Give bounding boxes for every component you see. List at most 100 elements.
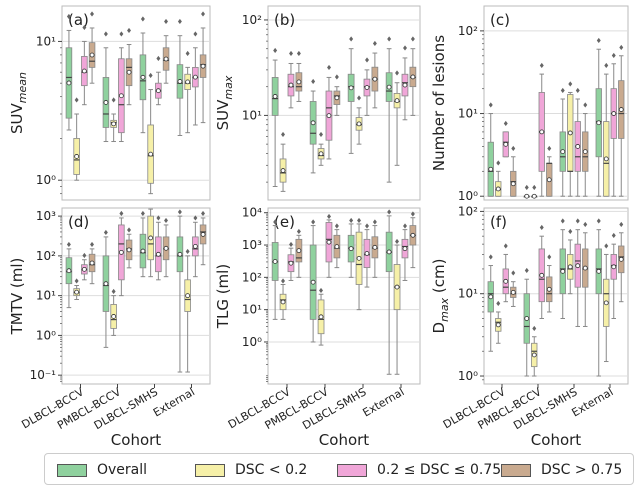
category-pmbcl-bccv: ♦ ♦ ♦ ♦ [523,224,553,377]
x-tick-label: External [151,385,197,419]
legend-label-dsc-low: DSC < 0.2 [235,462,308,478]
mean-marker [402,246,408,252]
box-dsc-0-2 [147,208,154,278]
outlier-marker: ♦ [163,217,169,225]
y-axis-label: Number of lesions [430,35,448,171]
outlier-marker: ♦ [177,208,183,216]
x-tick-label: External [360,385,406,419]
mean-marker [81,266,87,272]
mean-marker [356,255,362,261]
mean-marker [272,259,278,264]
outlier-marker: ♦ [288,50,294,58]
mean-marker [524,316,530,321]
mean-marker [118,93,124,99]
mean-marker [155,88,161,94]
mean-marker [111,314,117,319]
outlier-marker: ♦ [126,27,132,35]
mean-marker [334,95,340,101]
outlier-marker: ♦ [318,131,324,139]
box-dsc-0-75: ♦ [333,222,341,269]
x-tick-label: External [569,385,615,419]
box-dsc-0-2: ♦ [110,288,117,336]
outlier-marker: ♦ [111,97,117,105]
outlier-marker: ♦ [334,73,340,81]
mean-marker [364,85,370,90]
outlier-marker: ♦ [546,254,552,262]
category-dlbcl-bccv: ♦♦♦♦ [271,47,303,192]
mean-marker [356,121,362,127]
box-dsc-0-2: ♦ [355,217,363,311]
panel-label: (c) [490,11,510,29]
outlier-marker: ♦ [567,80,573,88]
mean-marker [539,129,545,135]
legend-label-dsc-high: DSC > 0.75 [541,462,623,478]
box-0-2-dsc-0-75: ♦ [81,252,88,281]
y-tick-label: 10¹ [36,34,56,48]
outlier-marker: ♦ [296,228,302,236]
mean-marker [546,286,552,292]
mean-marker [318,151,324,157]
box-dsc-0-2: ♦ [73,97,80,181]
box-dsc-0-2: ♦ [279,277,287,320]
outlier-marker: ♦ [402,45,408,53]
category-dlbcl-bccv: ♦♦♦♦ [487,102,517,197]
mean-marker [524,193,530,199]
category-dlbcl-smhs: ♦♦♦♦ [347,217,379,311]
mean-marker [185,79,191,85]
legend: Overall DSC < 0.2 0.2 ≤ DSC ≤ 0.75 DSC >… [44,453,634,485]
box-overall: ♦ [65,241,73,309]
legend-swatch-dsc-low [195,463,225,477]
mean-marker [140,248,146,254]
outlier-marker: ♦ [296,50,302,58]
mean-marker [618,107,624,112]
x-axis-label: Cohort [531,431,582,449]
y-tick-label: 10⁴ [242,206,262,220]
outlier-marker: ♦ [89,11,95,19]
box-dsc-0-75: ♦ [125,226,133,269]
box-overall: ♦ [139,210,147,278]
box-dsc-0-75: ♦ [295,50,303,102]
mean-marker [410,232,416,238]
box-dsc-0-2: ♦ [279,131,287,192]
outlier-marker: ♦ [575,87,581,95]
mean-marker [288,260,294,266]
mean-marker [575,263,581,269]
mean-marker [394,284,400,290]
y-axis-label: TMTV (ml) [8,258,26,336]
outlier-marker: ♦ [524,267,530,275]
outlier-marker: ♦ [488,102,494,110]
outlier-marker: ♦ [185,248,191,256]
box-overall: ♦ [487,254,494,352]
outlier-marker: ♦ [288,241,294,249]
outlier-marker: ♦ [163,18,169,26]
category-external: ♦♦♦♦ [176,11,207,136]
mean-marker [618,256,624,262]
mean-marker [66,80,72,86]
box-overall: ♦ [309,218,317,343]
box-overall: ♦ [347,35,355,154]
y-tick-label: 10² [242,270,262,284]
box-overall: ♦ [139,16,147,134]
category-external: ♦♦♦♦ [595,37,625,197]
category-external: ♦♦♦♦ [176,208,207,373]
box-dsc-0-75: ♦ [510,145,517,197]
legend-item-dsc-low: DSC < 0.2 [195,460,307,480]
outlier-marker: ♦ [126,226,132,234]
mean-marker [348,246,354,252]
panel-label: (e) [274,213,295,231]
mean-marker [372,244,378,250]
box-overall: ♦ [271,47,279,188]
box-0-2-dsc-0-75: ♦ [502,120,509,158]
mean-marker [546,177,552,183]
mean-marker [118,249,124,255]
box-dsc-0-75: ♦ [582,221,589,327]
box-0-2-dsc-0-75: ♦ [574,218,581,327]
box-dsc-0-2: ♦ [531,325,538,377]
mean-marker [560,268,566,274]
category-dlbcl-bccv: ♦♦♦♦ [65,241,96,309]
outlier-marker: ♦ [81,24,87,32]
mean-marker [148,235,154,241]
mean-marker [296,248,302,254]
